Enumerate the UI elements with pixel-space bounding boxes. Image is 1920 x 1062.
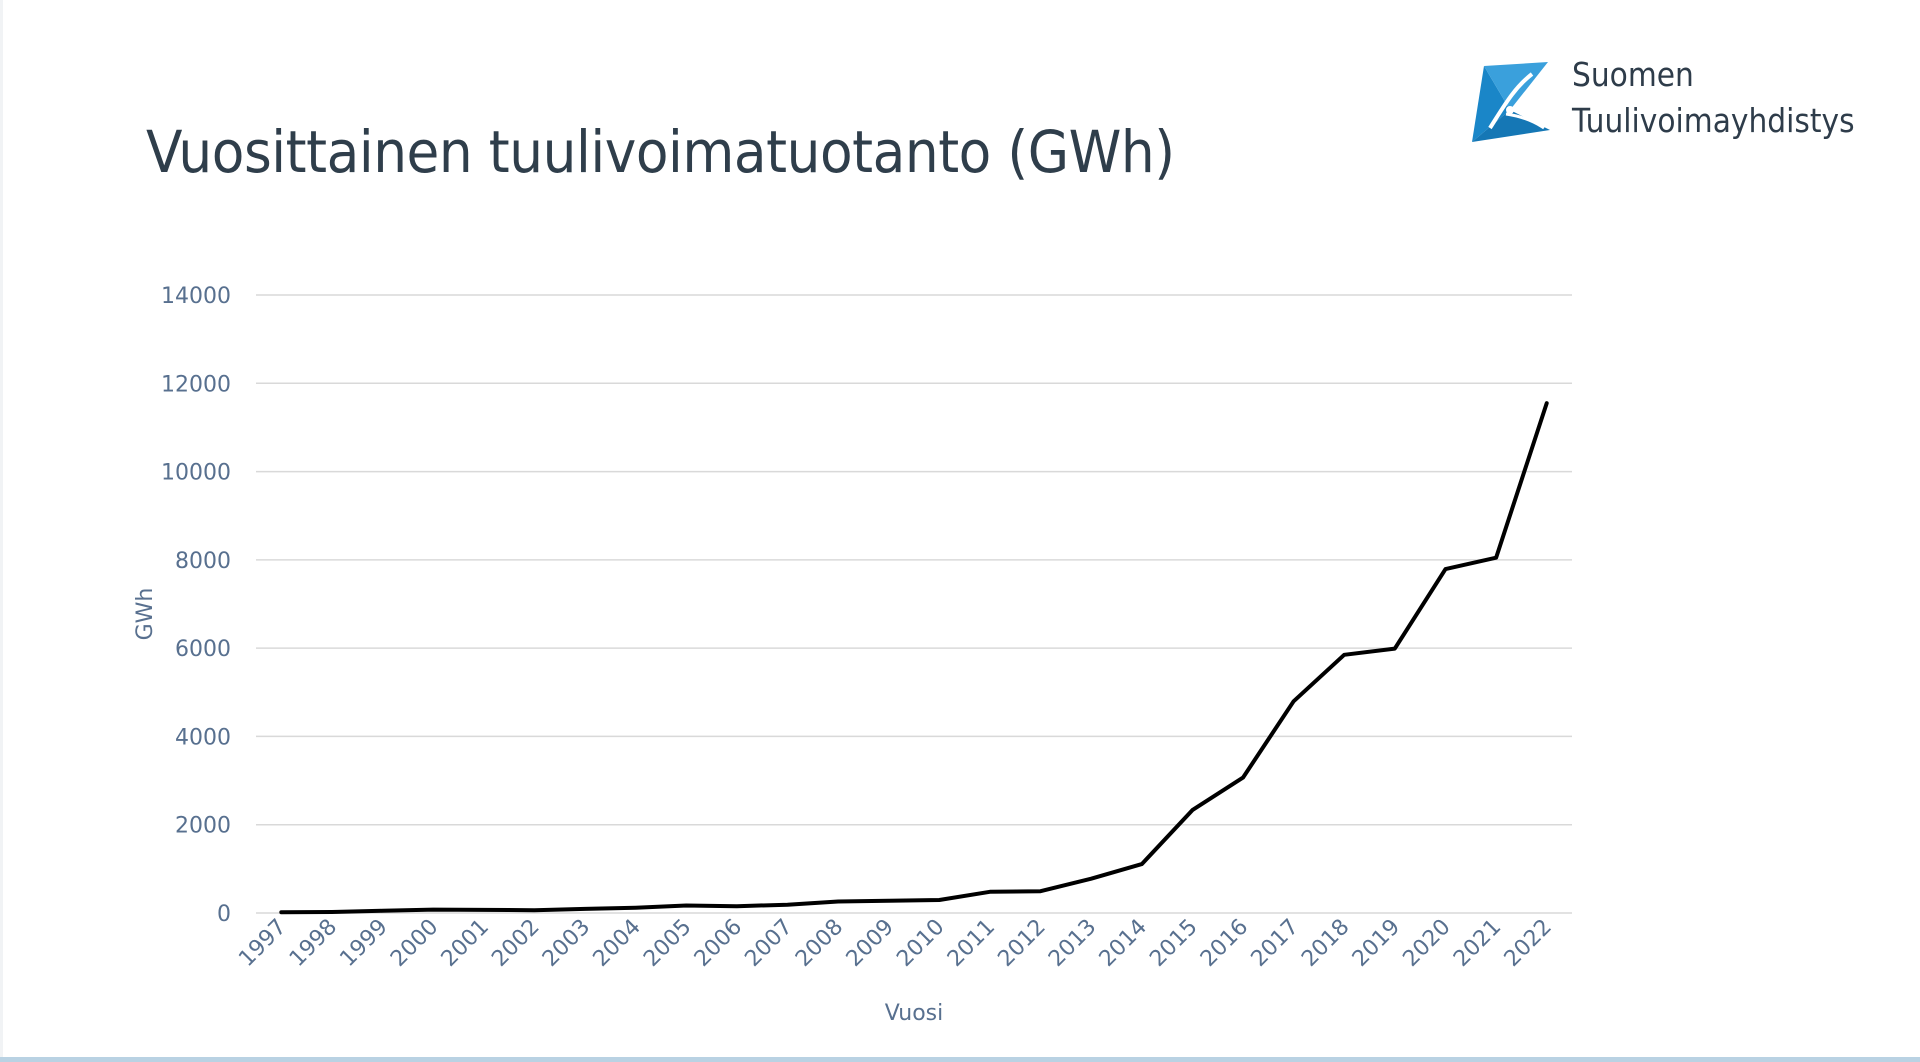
y-tick-label-8000: 8000 (175, 549, 231, 574)
chart-gridlines (256, 294, 1572, 914)
x-tick-label-2003: 2003 (538, 915, 595, 972)
x-tick-label-2016: 2016 (1196, 915, 1253, 972)
x-tick-label-2008: 2008 (791, 915, 848, 972)
x-tick-label-2022: 2022 (1500, 915, 1557, 972)
x-tick-label-2007: 2007 (740, 915, 797, 972)
x-tick-label-2009: 2009 (842, 915, 899, 972)
series-line-annual-production (279, 401, 1549, 915)
y-tick-label-12000: 12000 (161, 372, 231, 397)
y-axis-label: GWh (133, 588, 158, 641)
y-axis-tick-labels: 0 2000 4000 6000 8000 10000 12000 14000 (161, 284, 231, 927)
x-tick-label-2001: 2001 (437, 915, 494, 972)
x-tick-label-2021: 2021 (1449, 915, 1506, 972)
x-tick-label-1999: 1999 (336, 915, 393, 972)
x-tick-label-2012: 2012 (994, 915, 1051, 972)
x-tick-label-2020: 2020 (1398, 915, 1455, 972)
x-tick-label-2011: 2011 (943, 915, 1000, 972)
slide-bottom-border (0, 1057, 1920, 1062)
organization-logo: Suomen Tuulivoimayhdistys (1470, 52, 1890, 152)
x-tick-label-2013: 2013 (1044, 915, 1101, 972)
y-tick-label-14000: 14000 (161, 284, 231, 309)
y-tick-label-6000: 6000 (175, 637, 231, 662)
x-tick-label-2002: 2002 (487, 915, 544, 972)
x-tick-label-2004: 2004 (589, 915, 646, 972)
x-axis-tick-labels: 1997199819992000200120022003200420052006… (234, 915, 1557, 972)
logo-line-1: Suomen (1572, 55, 1694, 94)
x-axis-label: Vuosi (885, 1001, 944, 1026)
logo-line-2: Tuulivoimayhdistys (1572, 101, 1855, 140)
x-tick-label-2014: 2014 (1095, 915, 1152, 972)
x-tick-label-1997: 1997 (234, 915, 291, 972)
x-tick-label-2019: 2019 (1348, 915, 1405, 972)
x-tick-label-2005: 2005 (639, 915, 696, 972)
logo-text: Suomen Tuulivoimayhdistys (1572, 52, 1855, 144)
x-tick-label-2006: 2006 (690, 915, 747, 972)
slide-title: Vuosittainen tuulivoimatuotanto (GWh) (146, 118, 1175, 186)
y-tick-label-10000: 10000 (161, 461, 231, 486)
x-tick-label-2010: 2010 (892, 915, 949, 972)
x-tick-label-2015: 2015 (1145, 915, 1202, 972)
x-tick-label-2018: 2018 (1297, 915, 1354, 972)
wind-turbine-icon (1472, 62, 1550, 142)
y-tick-label-2000: 2000 (175, 814, 231, 839)
x-tick-label-1998: 1998 (285, 915, 342, 972)
y-tick-label-4000: 4000 (175, 725, 231, 750)
x-tick-label-2017: 2017 (1247, 915, 1304, 972)
slide-left-edge (0, 0, 3, 1062)
x-tick-label-2000: 2000 (386, 915, 443, 972)
y-tick-label-0: 0 (217, 902, 231, 927)
